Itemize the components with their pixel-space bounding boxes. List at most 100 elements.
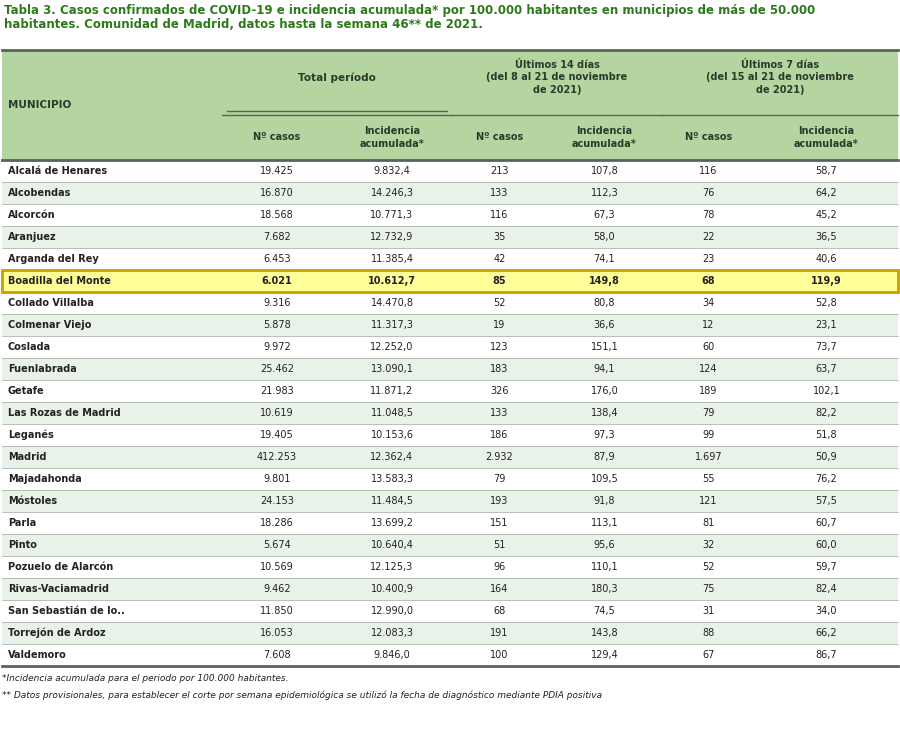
Text: Alcorcón: Alcorcón	[8, 210, 56, 220]
Text: 9.801: 9.801	[263, 474, 291, 484]
Text: 64,2: 64,2	[815, 188, 837, 198]
Text: Aranjuez: Aranjuez	[8, 232, 57, 242]
Text: 129,4: 129,4	[590, 650, 618, 660]
Text: 13.699,2: 13.699,2	[371, 518, 413, 528]
Text: 186: 186	[491, 430, 508, 440]
Text: 102,1: 102,1	[813, 386, 841, 396]
Text: 31: 31	[702, 606, 715, 616]
Bar	[2, 424, 898, 446]
Text: 7.682: 7.682	[263, 232, 291, 242]
Text: 10.153,6: 10.153,6	[371, 430, 413, 440]
Text: 88: 88	[702, 628, 715, 638]
Text: Incidencia
acumulada*: Incidencia acumulada*	[572, 126, 637, 149]
Bar	[2, 600, 898, 622]
Text: 107,8: 107,8	[590, 166, 618, 176]
Text: Leganés: Leganés	[8, 430, 54, 440]
Text: 14.470,8: 14.470,8	[371, 298, 413, 308]
Text: Pozuelo de Alarcón: Pozuelo de Alarcón	[8, 562, 113, 572]
Text: 12.083,3: 12.083,3	[371, 628, 413, 638]
Text: 412.253: 412.253	[256, 452, 297, 462]
Text: 87,9: 87,9	[594, 452, 616, 462]
Text: 123: 123	[491, 342, 508, 352]
Text: 91,8: 91,8	[594, 496, 616, 506]
Text: 36,6: 36,6	[594, 320, 616, 330]
Text: 113,1: 113,1	[590, 518, 618, 528]
Bar	[2, 644, 898, 666]
Text: 11.871,2: 11.871,2	[371, 386, 414, 396]
Text: 66,2: 66,2	[815, 628, 837, 638]
Text: Arganda del Rey: Arganda del Rey	[8, 254, 99, 264]
Text: 9.972: 9.972	[263, 342, 291, 352]
Text: 6.453: 6.453	[263, 254, 291, 264]
Text: 63,7: 63,7	[815, 364, 837, 374]
Text: 110,1: 110,1	[590, 562, 618, 572]
Bar	[2, 512, 898, 534]
Text: 42: 42	[493, 254, 506, 264]
Bar	[2, 534, 898, 556]
Bar	[2, 402, 898, 424]
Text: Móstoles: Móstoles	[8, 496, 57, 506]
Bar	[2, 490, 898, 512]
Text: 121: 121	[699, 496, 718, 506]
Text: 67: 67	[702, 650, 715, 660]
Text: 23: 23	[702, 254, 715, 264]
Text: 11.048,5: 11.048,5	[371, 408, 413, 418]
Text: 10.640,4: 10.640,4	[371, 540, 413, 550]
Text: *Incidencia acumulada para el periodo por 100.000 habitantes.: *Incidencia acumulada para el periodo po…	[2, 674, 289, 683]
Text: 12.990,0: 12.990,0	[371, 606, 413, 616]
Text: 151: 151	[491, 518, 508, 528]
Text: Torrejón de Ardoz: Torrejón de Ardoz	[8, 628, 105, 638]
Text: 74,5: 74,5	[594, 606, 616, 616]
Text: 52,8: 52,8	[815, 298, 837, 308]
Text: Total período: Total período	[298, 72, 376, 82]
Bar	[2, 50, 898, 160]
Text: Nº casos: Nº casos	[685, 132, 732, 143]
Text: 100: 100	[491, 650, 508, 660]
Text: Coslada: Coslada	[8, 342, 51, 352]
Text: Tabla 3. Casos confirmados de COVID-19 e incidencia acumulada* por 100.000 habit: Tabla 3. Casos confirmados de COVID-19 e…	[4, 4, 815, 17]
Text: 45,2: 45,2	[815, 210, 837, 220]
Text: 60,7: 60,7	[815, 518, 837, 528]
Text: 11.850: 11.850	[260, 606, 294, 616]
Bar	[2, 358, 898, 380]
Text: 68: 68	[702, 276, 716, 286]
Text: Rivas-Vaciamadrid: Rivas-Vaciamadrid	[8, 584, 109, 594]
Text: 18.286: 18.286	[260, 518, 294, 528]
Text: 50,9: 50,9	[815, 452, 837, 462]
Text: 6.021: 6.021	[262, 276, 292, 286]
Text: Nº casos: Nº casos	[476, 132, 523, 143]
Text: 81: 81	[702, 518, 715, 528]
Text: 76,2: 76,2	[815, 474, 837, 484]
Text: 10.771,3: 10.771,3	[371, 210, 414, 220]
Text: 60: 60	[702, 342, 715, 352]
Text: 13.090,1: 13.090,1	[371, 364, 413, 374]
Text: 138,4: 138,4	[590, 408, 618, 418]
Text: 94,1: 94,1	[594, 364, 616, 374]
Text: 34,0: 34,0	[815, 606, 837, 616]
Text: 9.832,4: 9.832,4	[374, 166, 410, 176]
Text: 19.425: 19.425	[260, 166, 294, 176]
Text: 12.362,4: 12.362,4	[371, 452, 414, 462]
Text: 1.697: 1.697	[695, 452, 723, 462]
Text: 52: 52	[493, 298, 506, 308]
Text: 79: 79	[493, 474, 506, 484]
Text: Majadahonda: Majadahonda	[8, 474, 82, 484]
Text: 51,8: 51,8	[815, 430, 837, 440]
Text: 10.569: 10.569	[260, 562, 294, 572]
Text: 19: 19	[493, 320, 506, 330]
Text: 57,5: 57,5	[815, 496, 837, 506]
Text: 96: 96	[493, 562, 506, 572]
Text: 14.246,3: 14.246,3	[371, 188, 413, 198]
Text: 191: 191	[491, 628, 508, 638]
Text: 52: 52	[702, 562, 715, 572]
Text: 86,7: 86,7	[815, 650, 837, 660]
Text: 151,1: 151,1	[590, 342, 618, 352]
Text: 124: 124	[699, 364, 718, 374]
Text: 59,7: 59,7	[815, 562, 837, 572]
Text: Pinto: Pinto	[8, 540, 37, 550]
Text: 13.583,3: 13.583,3	[371, 474, 413, 484]
Text: 180,3: 180,3	[590, 584, 618, 594]
Text: 60,0: 60,0	[815, 540, 837, 550]
Text: Parla: Parla	[8, 518, 36, 528]
Text: 34: 34	[702, 298, 715, 308]
